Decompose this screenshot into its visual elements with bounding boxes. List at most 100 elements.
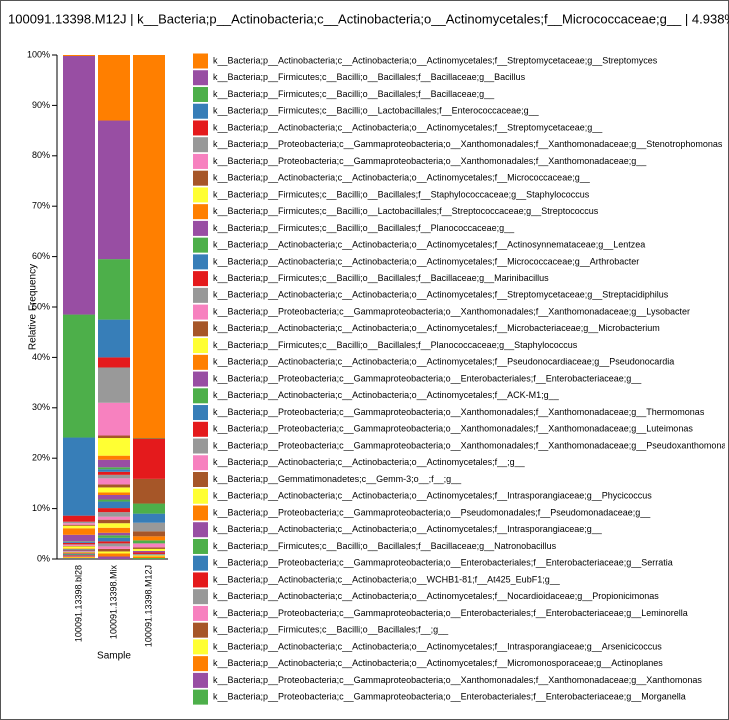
legend-label: k__Bacteria;p__Actinobacteria;c__Actinob… — [213, 55, 658, 65]
legend-swatch — [193, 455, 208, 471]
bar-segment — [63, 555, 95, 556]
bar-segment — [63, 524, 95, 526]
legend-label: k__Bacteria;p__Proteobacteria;c__Gammapr… — [213, 691, 686, 701]
bar-segment — [98, 546, 130, 549]
bar-segment — [63, 553, 95, 555]
legend-label: k__Bacteria;p__Proteobacteria;c__Gammapr… — [213, 139, 723, 149]
bar-segment — [98, 523, 130, 528]
bar-segment — [133, 438, 165, 439]
chart-title: 100091.13398.M12J | k__Bacteria;p__Actin… — [8, 11, 729, 26]
bar-segment — [63, 545, 95, 547]
legend-swatch — [193, 220, 208, 236]
legend-label: k__Bacteria;p__Firmicutes;c__Bacilli;o__… — [213, 340, 578, 350]
legend-swatch — [193, 622, 208, 638]
bar-segment — [98, 501, 130, 509]
legend-label: k__Bacteria;p__Proteobacteria;c__Gammapr… — [213, 507, 651, 517]
legend: k__Bacteria;p__Actinobacteria;c__Actinob… — [193, 53, 725, 705]
legend-swatch — [193, 254, 208, 270]
legend-swatch — [193, 237, 208, 253]
legend-label: k__Bacteria;p__Proteobacteria;c__Gammapr… — [213, 306, 690, 316]
legend-swatch — [193, 103, 208, 119]
bar-segment — [98, 484, 130, 488]
bar-segment — [98, 469, 130, 472]
bar-segment — [98, 438, 130, 456]
y-tick-label: 20% — [32, 453, 50, 463]
legend-label: k__Bacteria;p__Proteobacteria;c__Gammapr… — [213, 558, 673, 568]
bar-segment — [133, 557, 165, 559]
bar-segment — [63, 544, 95, 546]
legend-label: k__Bacteria;p__Proteobacteria;c__Gammapr… — [213, 424, 693, 434]
legend-label: k__Bacteria;p__Actinobacteria;c__Actinob… — [213, 173, 591, 183]
bar-segment — [63, 549, 95, 551]
bar-segment — [98, 541, 130, 544]
bar-segment — [63, 555, 95, 557]
legend-swatch — [193, 53, 208, 69]
legend-label: k__Bacteria;p__Actinobacteria;c__Actinob… — [213, 658, 663, 668]
bar-segment — [63, 314, 95, 438]
bar-segment — [133, 540, 165, 544]
bar-segment — [133, 55, 165, 439]
legend-swatch — [193, 137, 208, 153]
bar-segment — [133, 553, 165, 556]
legend-label: k__Bacteria;p__Actinobacteria;c__Actinob… — [213, 122, 603, 132]
legend-swatch — [193, 522, 208, 538]
bar-segment — [63, 551, 95, 552]
legend-swatch — [193, 271, 208, 287]
bar-segment — [98, 487, 130, 493]
bar-segment — [98, 535, 130, 538]
bar-segment — [63, 525, 95, 529]
legend-swatch — [193, 438, 208, 454]
legend-swatch — [193, 70, 208, 86]
bar-segment — [133, 547, 165, 549]
legend-swatch — [193, 354, 208, 370]
legend-label: k__Bacteria;p__Proteobacteria;c__Gammapr… — [213, 156, 647, 166]
bar-segment — [63, 556, 95, 558]
legend-label: k__Bacteria;p__Firmicutes;c__Bacilli;o__… — [213, 72, 526, 82]
bar-segment — [63, 554, 95, 556]
y-tick-label: 90% — [32, 100, 50, 110]
legend-label: k__Bacteria;p__Gemmatimonadetes;c__Gemm-… — [213, 474, 462, 484]
bar-segment — [63, 55, 95, 57]
bar-segment — [98, 367, 130, 403]
bar-segment — [98, 516, 130, 520]
bar-segment — [98, 120, 130, 260]
bar-segment — [63, 557, 95, 559]
bar-segment — [63, 553, 95, 554]
bar-segment — [63, 558, 95, 559]
legend-swatch — [193, 86, 208, 102]
bar-segment — [133, 550, 165, 553]
legend-label: k__Bacteria;p__Firmicutes;c__Bacilli;o__… — [213, 541, 557, 551]
legend-swatch — [193, 321, 208, 337]
bar-segment — [63, 550, 95, 551]
legend-swatch — [193, 204, 208, 220]
bar-segment — [63, 546, 95, 549]
legend-label: k__Bacteria;p__Actinobacteria;c__Actinob… — [213, 357, 674, 367]
y-tick-label: 0% — [37, 553, 50, 563]
bar-segment — [63, 554, 95, 555]
legend-label: k__Bacteria;p__Actinobacteria;c__Actinob… — [213, 323, 660, 333]
bar-segment — [63, 515, 95, 522]
legend-swatch — [193, 170, 208, 186]
bar-segment — [63, 534, 95, 542]
legend-swatch — [193, 472, 208, 487]
bar-segment — [98, 527, 130, 533]
legend-label: k__Bacteria;p__Proteobacteria;c__Gammapr… — [213, 608, 688, 618]
bar-segment — [98, 471, 130, 475]
bar-segment — [133, 552, 165, 554]
legend-swatch — [193, 153, 208, 169]
bar-segment — [63, 544, 95, 545]
legend-swatch — [193, 605, 208, 621]
legend-label: k__Bacteria;p__Actinobacteria;c__Actinob… — [213, 591, 659, 601]
legend-swatch — [193, 555, 208, 571]
legend-label: k__Bacteria;p__Actinobacteria;c__Actinob… — [213, 390, 560, 400]
legend-swatch — [193, 639, 208, 655]
legend-label: k__Bacteria;p__Actinobacteria;c__Actinob… — [213, 574, 561, 584]
legend-swatch — [193, 689, 208, 705]
x-tick-label: 100091.13398.bl28 — [73, 565, 83, 642]
legend-label: k__Bacteria;p__Actinobacteria;c__Actinob… — [213, 641, 662, 651]
bar-segment — [63, 557, 95, 558]
bar-segment — [98, 519, 130, 524]
bar-segment — [98, 259, 130, 320]
bar-segment — [133, 543, 165, 548]
bar-segment — [133, 438, 165, 479]
